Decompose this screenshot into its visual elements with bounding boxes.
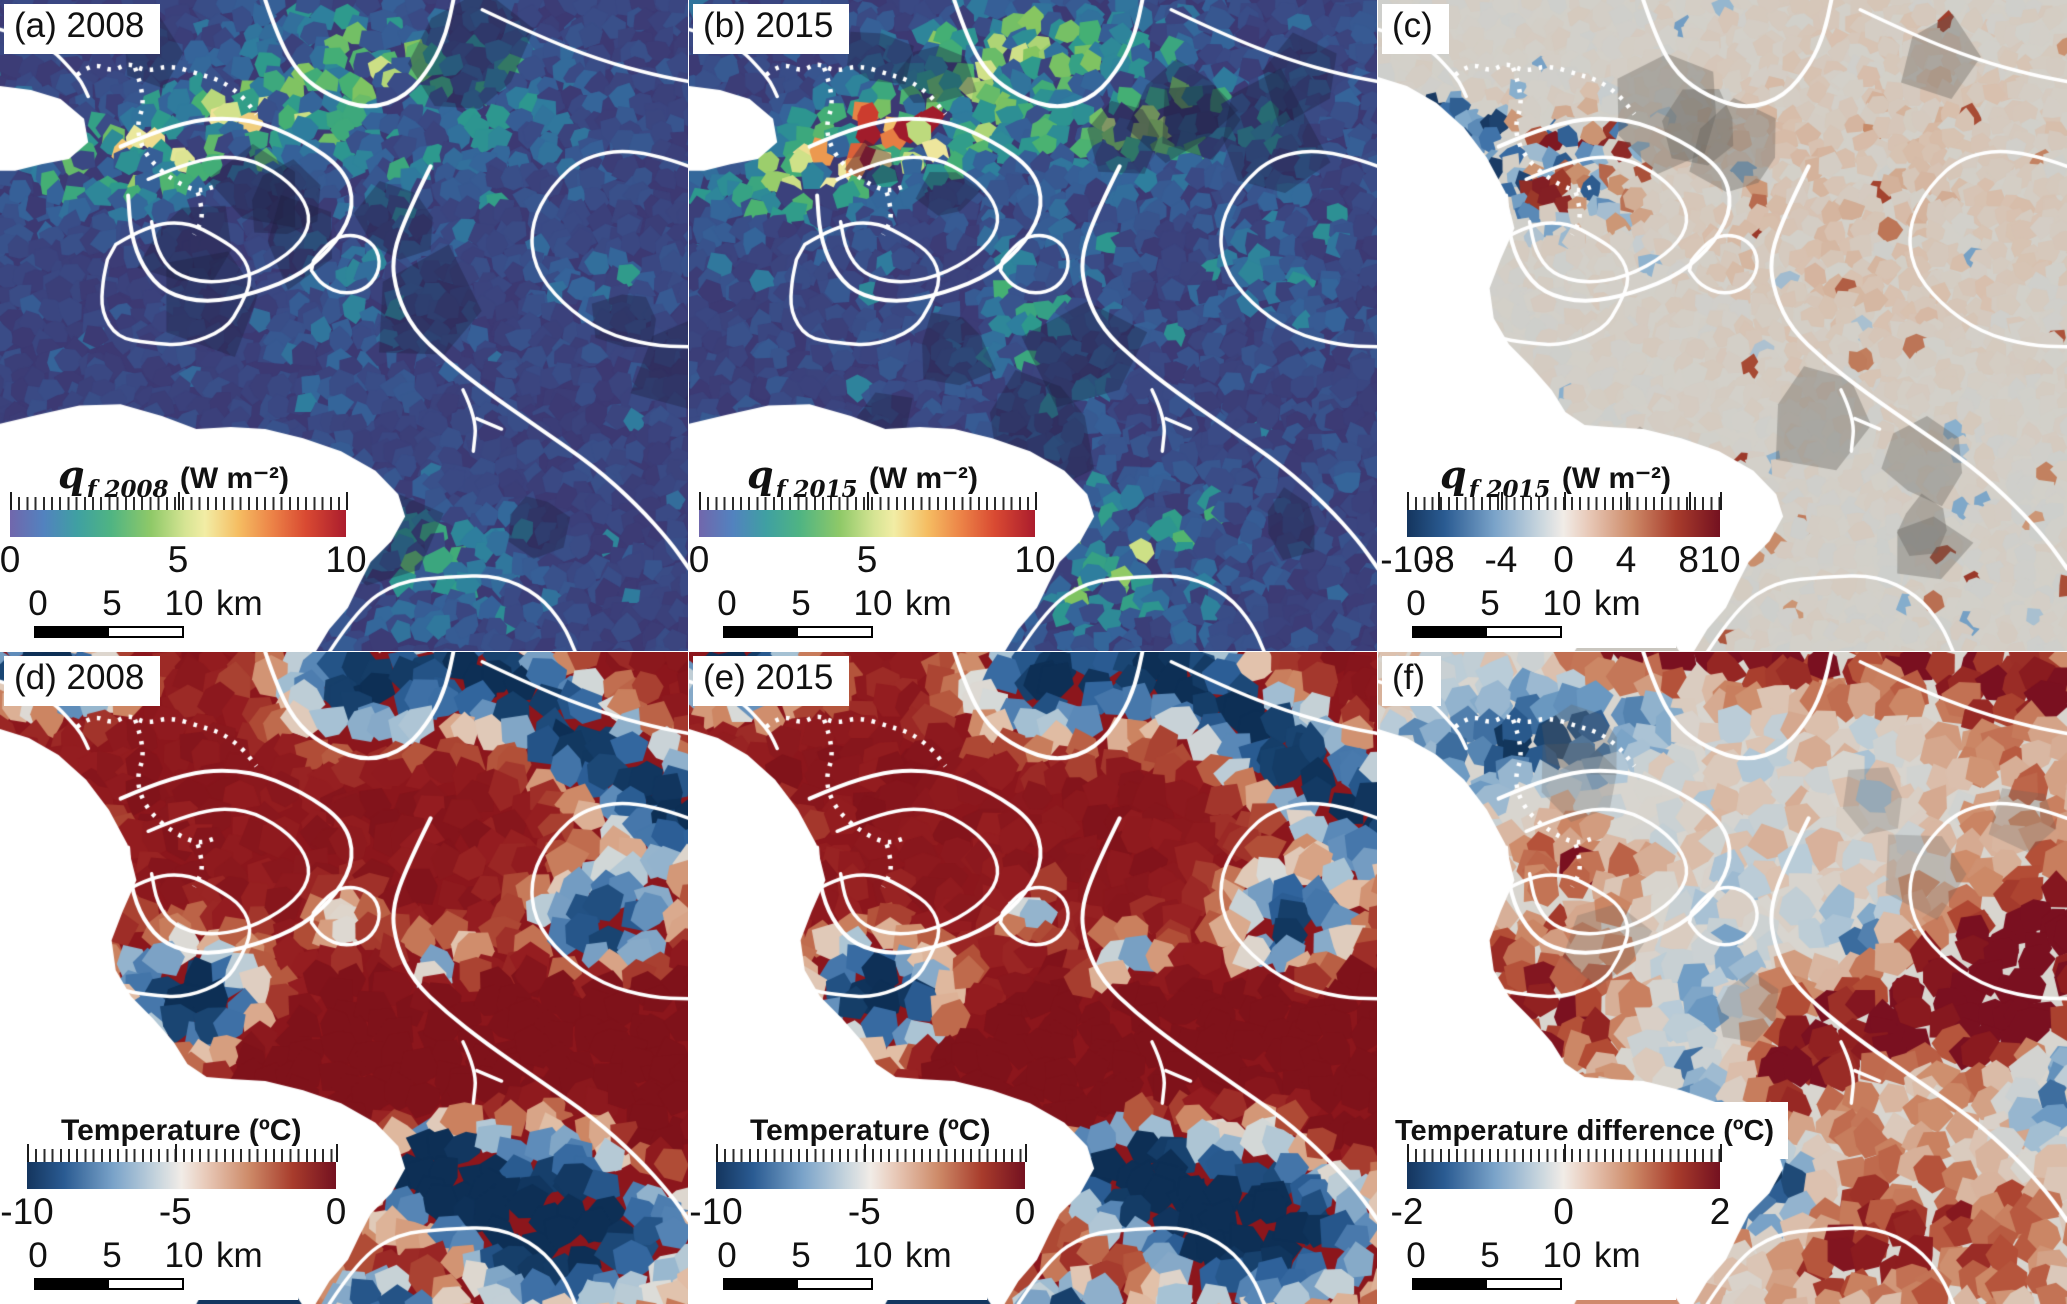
- scale-unit: km: [1594, 584, 1641, 623]
- panel-label: (b) 2015: [693, 4, 850, 54]
- scale-bar: 0 5 10 km: [1404, 584, 1676, 648]
- panel-f: (f) Temperature difference (ºC) -2 0 2 0 5…: [1377, 651, 2067, 1304]
- colorbar: -10 -5 0: [689, 1144, 1036, 1241]
- scale-bar-graphic: [1412, 626, 1562, 638]
- flux-symbol: q: [1440, 452, 1467, 497]
- scale-bar: 0 5 10 km: [715, 1236, 987, 1300]
- scale-bar-labels: 0 5 10 km: [715, 1236, 987, 1275]
- panel-d: (d) 2008 Temperature (ºC) -10 -5 0 0 5 10 …: [0, 651, 690, 1304]
- colorbar-units: (W m⁻²): [1553, 462, 1671, 495]
- scale-bar-labels: 0 5 10 km: [26, 584, 298, 623]
- scale-bar: 0 5 10 km: [26, 1236, 298, 1300]
- colorbar-tick-labels: -2 0 2: [1390, 1191, 1731, 1232]
- flux-symbol: q: [58, 452, 85, 497]
- colorbar-tick-labels: -10 -5 0: [0, 1191, 347, 1232]
- panel-c: (c) qf 2015 (W m⁻²) -10 -8 -4 0 4 8 10 0 5 10 …: [1377, 0, 2067, 653]
- scale-label-0: 0: [28, 1236, 48, 1275]
- scale-bar-black-half: [1414, 628, 1487, 636]
- colorbar: 0 5 10: [689, 492, 1056, 589]
- panel-e: (e) 2015 Temperature (ºC) -10 -5 0 0 5 10 …: [688, 651, 1379, 1304]
- panel-label: (e) 2015: [693, 656, 850, 706]
- colorbar-ticks: [10, 492, 348, 510]
- colorbar-ticks: [27, 1144, 338, 1162]
- scale-bar-graphic: [34, 626, 184, 638]
- panel-label: (a) 2008: [4, 4, 161, 54]
- colorbar: -2 0 2: [1390, 1144, 1731, 1241]
- scale-label-10: 10: [1542, 584, 1582, 623]
- scale-label-5: 5: [791, 1236, 811, 1275]
- scale-unit: km: [216, 584, 263, 623]
- panel-b: (b) 2015 qf 2015 (W m⁻²) 0 5 10 0 5 10 km: [688, 0, 1379, 653]
- scale-label-10: 10: [853, 1236, 893, 1275]
- flux-symbol: q: [747, 452, 774, 497]
- scale-unit: km: [905, 584, 952, 623]
- scale-bar: 0 5 10 km: [715, 584, 987, 648]
- panel-label: (c): [1382, 4, 1449, 54]
- colorbar-tick-labels: -10 -8 -4 0 4 8 10: [1380, 539, 1741, 580]
- panel-label: (f): [1382, 656, 1442, 706]
- scale-unit: km: [905, 1236, 952, 1275]
- scale-bar-graphic: [723, 1278, 873, 1290]
- scale-label-5: 5: [1480, 1236, 1500, 1275]
- colorbar-gradient: [1407, 1162, 1720, 1189]
- scale-bar: 0 5 10 km: [1404, 1236, 1676, 1300]
- scale-label-10: 10: [164, 1236, 204, 1275]
- scale-label-5: 5: [102, 584, 122, 623]
- colorbar-units: Temperature (ºC): [61, 1114, 302, 1147]
- scale-label-5: 5: [791, 584, 811, 623]
- scale-label-0: 0: [1406, 584, 1426, 623]
- colorbar-units: (W m⁻²): [171, 462, 289, 495]
- scale-bar-black-half: [1414, 1280, 1487, 1288]
- scale-bar-labels: 0 5 10 km: [1404, 1236, 1676, 1275]
- panel-a: (a) 2008 qf 2008 (W m⁻²) 0 5 10 0 5 10 km: [0, 0, 690, 653]
- colorbar-ticks: [1407, 492, 1722, 510]
- colorbar-gradient: [699, 510, 1035, 537]
- scale-bar-labels: 0 5 10 km: [715, 584, 987, 623]
- scale-unit: km: [216, 1236, 263, 1275]
- scale-bar-labels: 0 5 10 km: [1404, 584, 1676, 623]
- scale-label-0: 0: [1406, 1236, 1426, 1275]
- scale-bar-graphic: [1412, 1278, 1562, 1290]
- colorbar-tick-labels: 0 5 10: [689, 539, 1056, 580]
- scale-bar-graphic: [34, 1278, 184, 1290]
- scale-label-10: 10: [164, 584, 204, 623]
- scale-bar-black-half: [725, 628, 798, 636]
- colorbar: -10 -5 0: [0, 1144, 347, 1241]
- scale-unit: km: [1594, 1236, 1641, 1275]
- colorbar-ticks: [699, 492, 1037, 510]
- colorbar-gradient: [27, 1162, 336, 1189]
- scale-bar-graphic: [723, 626, 873, 638]
- scale-label-10: 10: [1542, 1236, 1582, 1275]
- scale-label-0: 0: [717, 1236, 737, 1275]
- scale-bar: 0 5 10 km: [26, 584, 298, 648]
- colorbar: -10 -8 -4 0 4 8 10: [1380, 492, 1741, 589]
- colorbar-ticks: [716, 1144, 1027, 1162]
- scale-label-0: 0: [28, 584, 48, 623]
- scale-label-0: 0: [717, 584, 737, 623]
- colorbar-tick-labels: 0 5 10: [0, 539, 367, 580]
- colorbar-ticks: [1407, 1144, 1722, 1162]
- scale-label-5: 5: [102, 1236, 122, 1275]
- colorbar: 0 5 10: [0, 492, 367, 589]
- colorbar-units: (W m⁻²): [860, 462, 978, 495]
- colorbar-units: Temperature difference (ºC): [1395, 1115, 1775, 1147]
- colorbar-gradient: [716, 1162, 1025, 1189]
- scale-bar-black-half: [725, 1280, 798, 1288]
- scale-bar-labels: 0 5 10 km: [26, 1236, 298, 1275]
- colorbar-title: qf 2008 (W m⁻²): [48, 450, 299, 507]
- scale-label-5: 5: [1480, 584, 1500, 623]
- colorbar-units: Temperature (ºC): [750, 1114, 991, 1147]
- colorbar-gradient: [10, 510, 346, 537]
- colorbar-tick-labels: -10 -5 0: [689, 1191, 1036, 1232]
- scale-bar-black-half: [36, 1280, 109, 1288]
- panel-label: (d) 2008: [4, 656, 161, 706]
- colorbar-gradient: [1407, 510, 1720, 537]
- scale-label-10: 10: [853, 584, 893, 623]
- scale-bar-black-half: [36, 628, 109, 636]
